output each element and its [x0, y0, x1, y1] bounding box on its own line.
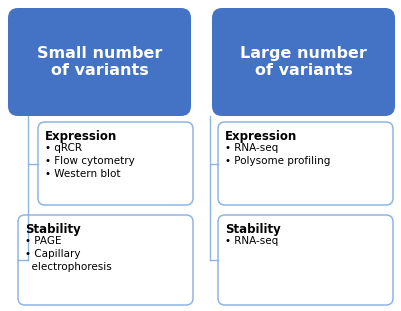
- FancyBboxPatch shape: [218, 122, 393, 205]
- FancyBboxPatch shape: [38, 122, 193, 205]
- FancyBboxPatch shape: [218, 215, 393, 305]
- FancyBboxPatch shape: [18, 215, 193, 305]
- Text: • PAGE
• Capillary
  electrophoresis: • PAGE • Capillary electrophoresis: [25, 236, 112, 272]
- FancyBboxPatch shape: [212, 8, 395, 116]
- Text: • qRCR
• Flow cytometry
• Western blot: • qRCR • Flow cytometry • Western blot: [45, 143, 135, 179]
- Text: Stability: Stability: [25, 223, 81, 236]
- Text: Small number
of variants: Small number of variants: [37, 46, 162, 78]
- Text: Large number
of variants: Large number of variants: [240, 46, 367, 78]
- Text: Expression: Expression: [225, 130, 297, 143]
- Text: • RNA-seq
• Polysome profiling: • RNA-seq • Polysome profiling: [225, 143, 330, 166]
- Text: • RNA-seq: • RNA-seq: [225, 236, 278, 246]
- Text: Stability: Stability: [225, 223, 281, 236]
- Text: Expression: Expression: [45, 130, 117, 143]
- FancyBboxPatch shape: [8, 8, 191, 116]
